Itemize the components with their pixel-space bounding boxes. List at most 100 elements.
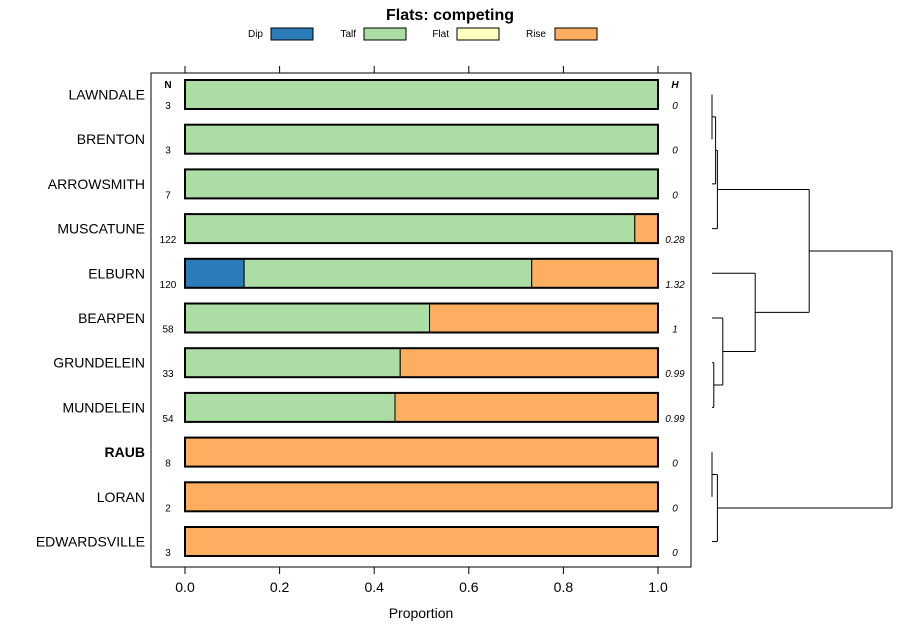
bar-segment-rise: [531, 258, 659, 289]
dendrogram: [711, 94, 893, 542]
row-raub: RAUB 8 0: [105, 436, 678, 470]
bar-outline: [184, 391, 659, 423]
h-value: 0: [672, 101, 678, 112]
bar-segment-dip: [184, 258, 245, 289]
bar-segment-talf: [184, 168, 659, 199]
row-label: RAUB: [105, 444, 145, 460]
n-value: 122: [160, 235, 177, 246]
dendrogram-branch: [712, 362, 715, 408]
row-arrowsmith: ARROWSMITH 7 0: [48, 168, 678, 201]
row-label: EDWARDSVILLE: [36, 534, 145, 550]
bar-outline: [184, 436, 659, 468]
bar-segment-talf: [184, 392, 396, 423]
x-tick-label: 0.8: [554, 579, 574, 595]
h-value: 1: [672, 325, 678, 336]
h-column-header: H: [671, 80, 679, 91]
row-loran: LORAN 2 0: [97, 481, 678, 514]
n-value: 8: [165, 459, 171, 470]
h-value: 0: [672, 459, 678, 470]
row-label: ARROWSMITH: [48, 176, 145, 192]
n-value: 3: [165, 548, 171, 559]
h-value: 0: [672, 503, 678, 514]
bar-outline: [184, 123, 659, 155]
bar-segment-talf: [184, 213, 636, 244]
bar-outline: [184, 526, 659, 557]
row-bearpen: BEARPEN 58 1: [78, 302, 678, 336]
bar-segment-rise: [184, 437, 659, 468]
row-label: BEARPEN: [78, 310, 145, 326]
row-label: LAWNDALE: [68, 87, 145, 103]
top-axis-ticks: [184, 66, 659, 73]
bar-outline: [184, 79, 659, 110]
bar-rows: LAWNDALE 3 0 BRENTON 3 0 ARROWSMITH 7 0 MUSCATUNE…: [36, 79, 685, 559]
legend-label-talf: Talf: [340, 29, 356, 40]
h-value: 0.99: [665, 369, 685, 380]
row-label: GRUNDELEIN: [53, 355, 145, 371]
bar-segment-rise: [399, 347, 659, 378]
row-muscatune: MUSCATUNE 122 0.28: [57, 213, 685, 246]
row-label: MUNDELEIN: [63, 399, 145, 415]
x-tick-label: 0.6: [459, 579, 479, 595]
row-label: BRENTON: [77, 131, 145, 147]
bar-outline: [184, 302, 659, 334]
h-value: 0.99: [665, 414, 685, 425]
row-mundelein: MUNDELEIN 54 0.99: [63, 391, 685, 425]
n-value: 58: [162, 325, 174, 336]
dendrogram-branch: [712, 473, 718, 542]
bar-outline: [184, 213, 659, 245]
dendrogram-branch: [717, 250, 893, 509]
bar-outline: [184, 168, 659, 200]
x-axis-title: Proportion: [389, 605, 454, 621]
x-tick-label: 0.2: [270, 579, 290, 595]
legend-label-dip: Dip: [248, 29, 263, 40]
legend-swatch-talf: [363, 27, 407, 41]
bar-segment-rise: [634, 213, 659, 244]
x-axis: 0.0 0.2 0.4 0.6 0.8 1.0: [175, 567, 668, 595]
x-tick-label: 0.0: [175, 579, 195, 595]
bar-outline: [184, 257, 659, 289]
x-tick-label: 0.4: [364, 579, 384, 595]
legend: Dip Talf Flat Rise: [248, 27, 598, 41]
dendrogram-branch: [712, 272, 756, 353]
h-value: 0: [672, 548, 678, 559]
legend-label-rise: Rise: [526, 29, 546, 40]
chart-title: Flats: competing: [386, 7, 514, 24]
n-value: 3: [165, 146, 171, 157]
n-value: 33: [162, 369, 174, 380]
h-value: 0: [672, 146, 678, 157]
bar-segment-talf: [184, 79, 659, 110]
h-value: 0: [672, 190, 678, 201]
legend-swatch-rise: [554, 27, 598, 41]
bar-segment-rise: [394, 392, 659, 423]
bar-segment-rise: [184, 481, 659, 512]
legend-swatch-dip: [270, 27, 314, 41]
dendrogram-branch: [717, 188, 810, 313]
bar-outline: [184, 347, 659, 379]
n-column-header: N: [164, 80, 171, 91]
bar-segment-rise: [429, 303, 659, 333]
row-label: LORAN: [97, 489, 145, 505]
row-edwardsville: EDWARDSVILLE 3 0: [36, 526, 678, 559]
row-lawndale: LAWNDALE 3 0: [68, 79, 678, 112]
row-label: ELBURN: [88, 265, 145, 281]
bar-outline: [184, 481, 659, 513]
x-tick-label: 1.0: [648, 579, 668, 595]
bar-segment-talf: [184, 124, 659, 155]
row-label: MUSCATUNE: [57, 221, 145, 237]
legend-label-flat: Flat: [432, 29, 449, 40]
row-brenton: BRENTON 3 0: [77, 123, 678, 157]
n-value: 3: [165, 101, 171, 112]
bar-segment-rise: [184, 526, 659, 557]
row-grundelein: GRUNDELEIN 33 0.99: [53, 347, 685, 380]
dendrogram-branch: [712, 116, 717, 185]
legend-swatch-flat: [456, 27, 500, 41]
h-value: 0.28: [665, 235, 685, 246]
n-value: 120: [160, 280, 177, 291]
n-value: 2: [165, 503, 171, 514]
n-value: 7: [165, 190, 171, 201]
bar-segment-talf: [243, 258, 533, 289]
row-elburn: ELBURN 120 1.32: [88, 257, 685, 291]
bar-segment-talf: [184, 347, 401, 378]
dendrogram-branch: [712, 149, 718, 230]
